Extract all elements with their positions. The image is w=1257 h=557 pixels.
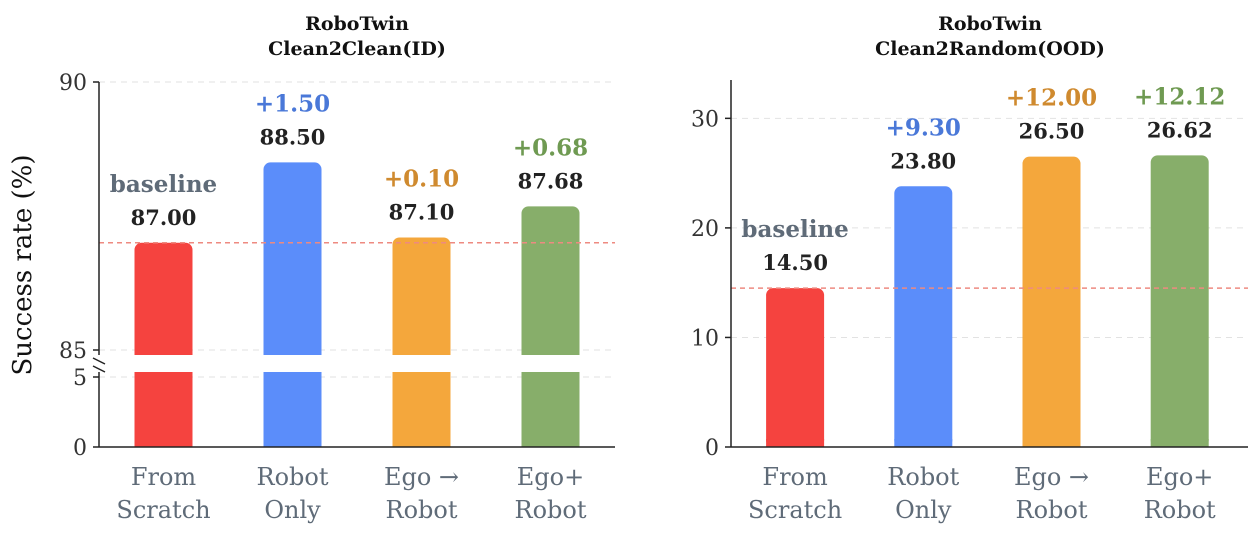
bar-base [521, 439, 580, 447]
chart-title-line: RoboTwin [938, 13, 1042, 35]
bar [894, 186, 953, 447]
bar-value-label: 88.50 [260, 124, 326, 149]
chart-title-line: Clean2Random(OOD) [875, 38, 1105, 60]
bar [134, 242, 193, 447]
y-tick-label: 10 [691, 326, 719, 351]
x-tick-label: Scratch [116, 496, 210, 524]
bar-annotation: baseline [110, 171, 217, 198]
x-tick-label: From [131, 463, 197, 491]
bar-value-label: 23.80 [890, 148, 956, 173]
bar-base [766, 439, 825, 447]
y-tick-label: 90 [59, 71, 87, 96]
axis-break-mark [92, 357, 106, 373]
x-tick-label: Ego+ [517, 463, 584, 491]
bar [521, 206, 580, 447]
chart-title-line: Clean2Clean(ID) [268, 38, 446, 60]
x-tick-label: Robot [1016, 496, 1088, 524]
bar-base [263, 439, 322, 447]
chart-clean2random: RoboTwin Clean2Random(OOD) 0 10 20 30 14.50 bas… [691, 13, 1248, 524]
bar-annotation: +0.68 [513, 134, 588, 161]
bar-annotation: +12.00 [1006, 85, 1097, 112]
bar-value-label: 26.62 [1147, 117, 1213, 142]
x-tick-label: Robot [887, 463, 959, 491]
bar-annotation: +9.30 [886, 114, 961, 141]
y-tick-label: 85 [59, 339, 87, 364]
x-tick-label: Robot [386, 496, 458, 524]
y-tick-label: 5 [73, 366, 87, 391]
bar-annotation: +0.10 [384, 165, 459, 192]
chart-title-line: RoboTwin [305, 13, 409, 35]
x-tick-label: Ego → [384, 463, 459, 491]
bar [1022, 156, 1081, 447]
chart-clean2clean: RoboTwin Clean2Clean(ID) 0 585 90 87.00 baseli… [59, 13, 619, 524]
bar-annotation: +12.12 [1134, 83, 1225, 110]
y-tick-label: 0 [705, 436, 719, 461]
axis-break-gap [95, 355, 619, 372]
y-axis-label: Success rate (%) [8, 154, 38, 375]
bar-base [894, 439, 953, 447]
bar [766, 288, 825, 447]
bar-value-label: 87.00 [131, 205, 197, 230]
x-tick-label: Robot [1144, 496, 1216, 524]
x-tick-label: Only [264, 496, 321, 524]
bar-base [134, 439, 193, 447]
x-tick-label: Ego+ [1146, 463, 1213, 491]
y-tick-label: 20 [691, 217, 719, 242]
bar-annotation: baseline [741, 216, 848, 243]
bar-value-label: 87.10 [389, 199, 455, 224]
x-tick-label: Robot [257, 463, 329, 491]
bar-base [1022, 439, 1081, 447]
bar-value-label: 14.50 [762, 250, 828, 275]
y-tick-label: 0 [73, 436, 87, 461]
bar-annotation: +1.50 [255, 90, 330, 117]
bar-value-label: 87.68 [518, 168, 584, 193]
x-tick-label: Scratch [748, 496, 842, 524]
bar-base [392, 439, 451, 447]
bar [392, 237, 451, 447]
bar-base [1150, 439, 1209, 447]
x-tick-label: Ego → [1014, 463, 1089, 491]
bar [1150, 155, 1209, 447]
y-tick-label: 30 [691, 107, 719, 132]
bar [263, 162, 322, 447]
x-tick-label: From [762, 463, 828, 491]
x-tick-label: Robot [515, 496, 587, 524]
x-tick-label: Only [895, 496, 952, 524]
bar-value-label: 26.50 [1019, 119, 1085, 144]
